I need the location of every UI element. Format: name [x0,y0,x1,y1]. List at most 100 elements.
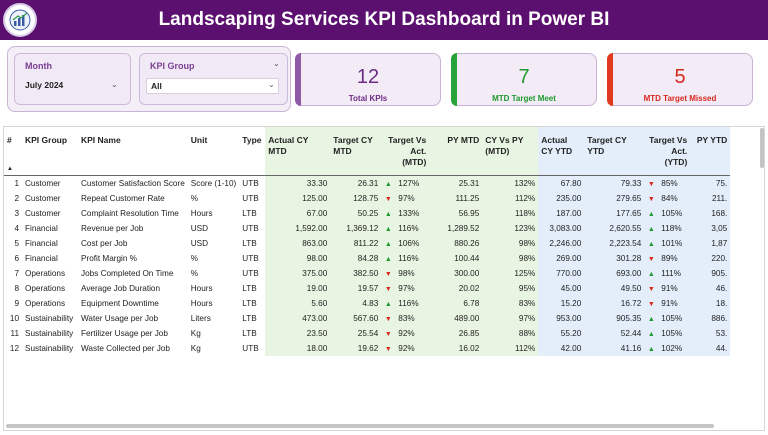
type-cell: UTB [242,268,259,278]
empty-cell [22,356,78,371]
table-row[interactable]: 4 Financial Revenue per Job USD UTB 1,592.00 1… [4,220,731,236]
kpi-group-slicer-value[interactable]: All [146,78,279,94]
target-cy-ytd-cell: 177.65 [584,205,645,221]
ytd-status-icon: ▼ [644,175,659,191]
table-row[interactable]: 10 Sustainability Water Usage per Job Liter… [4,310,731,326]
target-cy-ytd-cell: 301.28 [584,250,645,266]
table-row[interactable]: 11 Sustainability Fertilizer Usage per Job… [4,325,731,341]
empty-cell [538,386,584,401]
target-cy-mtd-cell: 26.31 [330,175,382,191]
triangle-up-icon: ▲ [384,240,392,248]
target-cy-mtd-cell: 50.25 [330,205,382,221]
py-mtd-cell: 26.85 [429,325,483,341]
col-header-actual-cy-ytd[interactable]: Actual CY YTD [538,127,585,176]
empty-cell [381,356,395,371]
chevron-down-icon[interactable]: ⌄ [273,59,280,68]
actual-cy-mtd-cell: 5.60 [265,295,331,311]
empty-cell [239,401,265,416]
target-vs-act-mtd-cell: 106% [395,235,430,251]
table-row[interactable]: 1 Customer Customer Satisfaction Score Scor… [4,175,731,191]
kpi-group-cell: Sustainability [25,343,74,353]
unit-cell: % [190,193,199,203]
table-row[interactable]: 9 Operations Equipment Downtime Hours LTB 5.6… [4,295,731,311]
col-header-type[interactable]: Type [239,127,266,176]
col-header-kpi-group[interactable]: KPI Group [22,127,78,176]
target-vs-act-ytd-cell: 102% [658,340,691,356]
py-mtd-cell: 489.00 [429,310,483,326]
triangle-down-icon: ▼ [384,195,392,203]
target-cy-ytd-cell: 693.00 [584,265,645,281]
empty-cell [188,356,240,371]
empty-row [4,401,730,416]
unit-cell: Hours [190,298,213,308]
table-row[interactable]: 6 Financial Profit Margin %% UTB 98.00 84.28 ▲… [4,250,731,266]
col-header-unit[interactable]: Unit [187,127,240,176]
unit-cell: Liters [190,313,211,323]
month-slicer[interactable]: Month July 2024 ⌄ [14,53,131,105]
actual-cy-mtd-cell: 98.00 [265,250,331,266]
kpi-table[interactable]: # ▲ KPI Group KPI Name Unit Type Actual C… [3,126,765,431]
sort-ascending-icon[interactable]: ▲ [7,166,13,172]
chevron-down-icon[interactable]: ⌄ [268,80,275,89]
table-row[interactable]: 2 Customer Repeat Customer Rate% UTB 125.00 1… [4,190,731,206]
table-row[interactable]: 3 Customer Complaint Resolution Time Hours L… [4,205,731,221]
empty-cell [239,371,265,386]
chevron-down-icon[interactable]: ⌄ [111,80,118,89]
target-vs-act-mtd-cell: 116% [395,295,430,311]
table-row[interactable]: 7 Operations Jobs Completed On Time% UTB 375… [4,265,731,281]
mtd-status-icon: ▲ [381,235,396,251]
kpi-group-slicer[interactable]: KPI Group ⌄ All ⌄ [139,53,288,105]
vertical-scrollbar[interactable] [760,128,764,168]
card-accent [451,53,457,106]
col-header-cy-vs-py-mtd[interactable]: CY Vs PY (MTD) [482,127,539,176]
target-vs-act-ytd-cell: 84% [658,190,691,206]
table-row[interactable]: 5 Financial Cost per Job USD LTB 863.00 811.22… [4,235,731,251]
col-header-actual-cy-mtd[interactable]: Actual CY MTD [265,127,331,176]
py-mtd-cell: 25.31 [429,175,483,191]
target-cy-mtd-cell: 811.22 [330,235,382,251]
empty-cell [584,401,644,416]
actual-cy-ytd-cell: 3,083.00 [538,220,585,236]
empty-cell [78,386,188,401]
empty-cell [265,356,330,371]
month-slicer-label: Month [25,61,52,71]
triangle-down-icon: ▼ [384,330,392,338]
triangle-down-icon: ▼ [384,285,392,293]
triangle-down-icon: ▼ [384,270,392,278]
target-vs-act-ytd-cell: 105% [658,310,691,326]
mtd-status-icon: ▼ [381,340,396,356]
kpi-name-cell: Jobs Completed On Time [81,268,174,278]
horizontal-scrollbar[interactable] [6,424,714,428]
empty-cell [239,386,265,401]
col-header-index[interactable]: # ▲ [4,127,22,176]
col-header-target-cy-ytd[interactable]: Target CY YTD [584,127,645,176]
type-cell: UTB [242,253,259,263]
row-index: 5 [14,238,19,248]
kpi-name-cell: Complaint Resolution Time [81,208,179,218]
actual-cy-mtd-cell: 473.00 [265,310,331,326]
triangle-down-icon: ▼ [647,180,655,188]
month-slicer-value[interactable]: July 2024 [25,80,64,90]
py-mtd-cell: 300.00 [429,265,483,281]
chart-growth-logo [3,3,37,37]
mtd-status-icon: ▼ [381,310,396,326]
col-header-kpi-name[interactable]: KPI Name [78,127,188,176]
triangle-down-icon: ▼ [647,255,655,263]
col-header-target-vs-act-ytd[interactable]: Target Vs Act. (YTD) [644,127,691,176]
py-ytd-cell: 53. [690,325,731,341]
empty-cell [265,386,330,401]
col-header-target-cy-mtd[interactable]: Target CY MTD [330,127,382,176]
empty-cell [330,401,381,416]
col-header-target-vs-act-mtd[interactable]: Target Vs Act. (MTD) [381,127,430,176]
empty-cell [78,356,188,371]
cy-vs-py-mtd-cell: 123% [482,220,539,236]
target-cy-ytd-cell: 79.33 [584,175,645,191]
table-row[interactable]: 12 Sustainability Waste Collected per Job K… [4,340,731,356]
actual-cy-mtd-cell: 1,592.00 [265,220,331,236]
ytd-status-icon: ▲ [644,325,659,341]
triangle-up-icon: ▲ [384,210,392,218]
table-row[interactable]: 8 Operations Average Job Duration Hours LTB 1… [4,280,731,296]
col-header-py-ytd[interactable]: PY YTD [690,127,731,176]
col-header-py-mtd[interactable]: PY MTD [429,127,483,176]
kpi-group-cell: Customer [25,193,61,203]
